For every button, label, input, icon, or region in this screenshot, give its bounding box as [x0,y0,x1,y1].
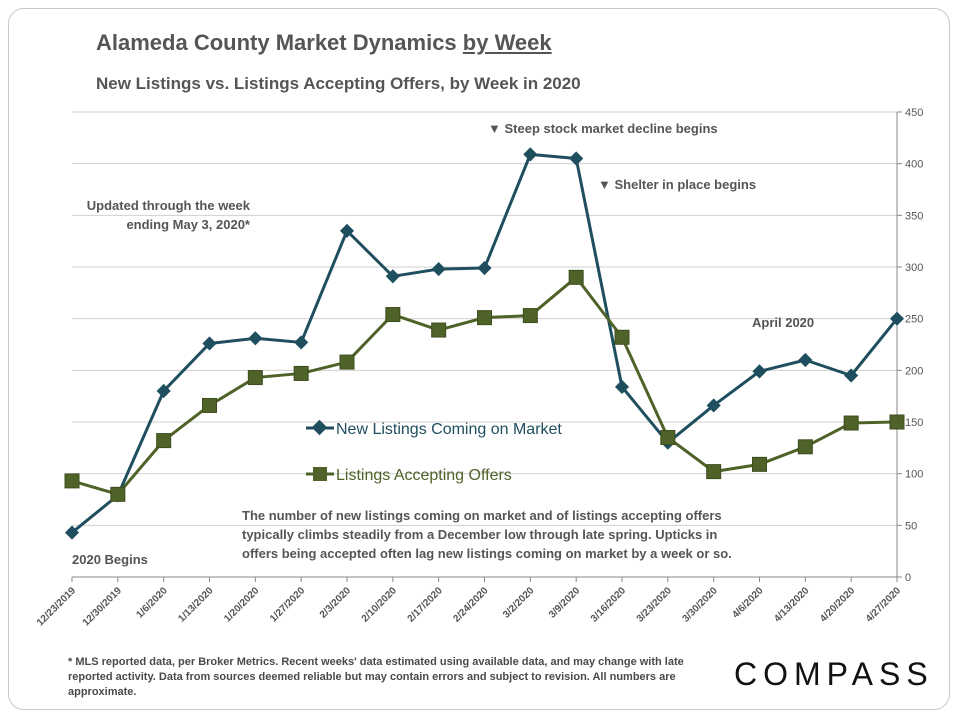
data-point-accepting-offers [339,354,355,370]
data-point-accepting-offers [752,456,767,472]
data-point-new-listings [156,383,171,399]
axes [71,111,902,582]
legend-marker-accepting-offers [313,467,327,481]
x-tick-label: 3/23/2020 [635,585,675,625]
x-tick-label: 12/23/2019 [35,585,78,628]
data-point-new-listings [385,269,400,284]
x-tick-label: 1/27/2020 [268,585,308,625]
x-tick-label: 1/13/2020 [176,585,216,625]
title-underlined: by Week [462,30,552,55]
data-point-accepting-offers [247,370,263,386]
chart-title: Alameda County Market Dynamics by Week [96,30,552,56]
x-tick-label: 2/3/2020 [318,585,354,621]
legend-label-accepting-offers: Listings Accepting Offers [336,467,512,484]
data-point-new-listings [339,223,355,238]
data-point-new-listings [844,368,859,383]
annotation-april: April 2020 [752,315,814,330]
data-point-accepting-offers [293,365,309,381]
x-tick-label: 4/20/2020 [818,585,858,625]
x-tick-label: 2/24/2020 [451,585,491,625]
y-tick-label: 0 [905,572,911,584]
legend: New Listings Coming on Market Listings A… [306,419,562,484]
x-tick-label: 3/16/2020 [589,585,629,625]
data-point-accepting-offers [385,307,401,323]
data-point-accepting-offers [797,439,813,455]
annotation-note-line2: typically climbs steadily from a Decembe… [242,527,717,542]
x-tick-label: 12/30/2019 [81,585,124,628]
data-point-new-listings [523,147,538,162]
data-point-accepting-offers [431,322,447,338]
x-tick-label: 2/17/2020 [406,585,446,625]
data-point-accepting-offers [614,329,630,345]
annotation-shelter: ▼ Shelter in place begins [598,177,756,192]
data-point-new-listings [248,331,263,346]
y-tick-label: 350 [905,210,923,222]
data-point-accepting-offers [64,473,80,489]
data-point-new-listings [64,525,80,540]
series-markers [64,147,905,540]
data-point-accepting-offers [110,486,126,502]
annotation-stock-decline: ▼ Steep stock market decline begins [488,121,718,136]
series-line-accepting-offers [71,275,898,496]
data-point-accepting-offers [202,397,217,413]
footnote: * MLS reported data, per Broker Metrics.… [68,656,684,698]
x-tick-label: 3/30/2020 [681,585,721,625]
data-point-new-listings [706,398,721,413]
chart-subtitle: New Listings vs. Listings Accepting Offe… [96,74,581,93]
data-point-new-listings [752,364,767,379]
x-tick-label: 2/10/2020 [360,585,400,625]
y-tick-label: 200 [905,365,923,377]
x-tick-label: 1/6/2020 [134,585,170,621]
y-tick-label: 100 [905,469,923,481]
x-tick-label: 1/20/2020 [222,585,262,625]
compass-logo: COMPASS [734,656,934,692]
data-point-new-listings [431,261,446,277]
data-point-new-listings [569,151,584,166]
data-point-accepting-offers [568,269,584,285]
annotation-begins: 2020 Begins [72,552,148,567]
chart-card [8,8,950,710]
annotation-updated-line2: ending May 3, 2020* [126,217,250,232]
x-tick-label: 4/27/2020 [864,585,904,625]
data-point-accepting-offers [477,310,492,326]
x-tick-label: 4/6/2020 [730,585,766,621]
data-point-new-listings [477,260,492,276]
data-point-accepting-offers [706,464,722,480]
annotations: Updated through the week ending May 3, 2… [72,121,814,567]
x-tick-label: 3/2/2020 [501,585,537,621]
x-tick-label: 3/9/2020 [547,585,583,621]
annotation-note-line3: offers being accepted often lag new list… [242,546,732,561]
data-point-new-listings [202,336,217,351]
y-tick-label: 300 [905,262,923,274]
data-point-accepting-offers [156,433,172,449]
data-point-new-listings [798,352,813,368]
y-tick-label: 450 [905,107,923,119]
data-point-accepting-offers [843,415,859,431]
x-tick-label: 4/13/2020 [772,585,812,625]
annotation-note-line1: The number of new listings coming on mar… [242,508,722,523]
annotation-updated-line1: Updated through the week [87,198,251,213]
data-point-new-listings [614,379,630,394]
y-tick-label: 150 [905,417,923,429]
y-tick-label: 250 [905,314,923,326]
y-tick-label: 400 [905,159,923,171]
y-tick-label: 50 [905,520,917,532]
title-main: Alameda County Market Dynamics [96,30,463,55]
data-point-accepting-offers [660,430,676,445]
legend-label-new-listings: New Listings Coming on Market [336,421,562,438]
data-point-accepting-offers [522,308,538,324]
data-point-accepting-offers [889,414,905,430]
data-point-new-listings [889,311,905,326]
data-point-new-listings [294,335,309,350]
